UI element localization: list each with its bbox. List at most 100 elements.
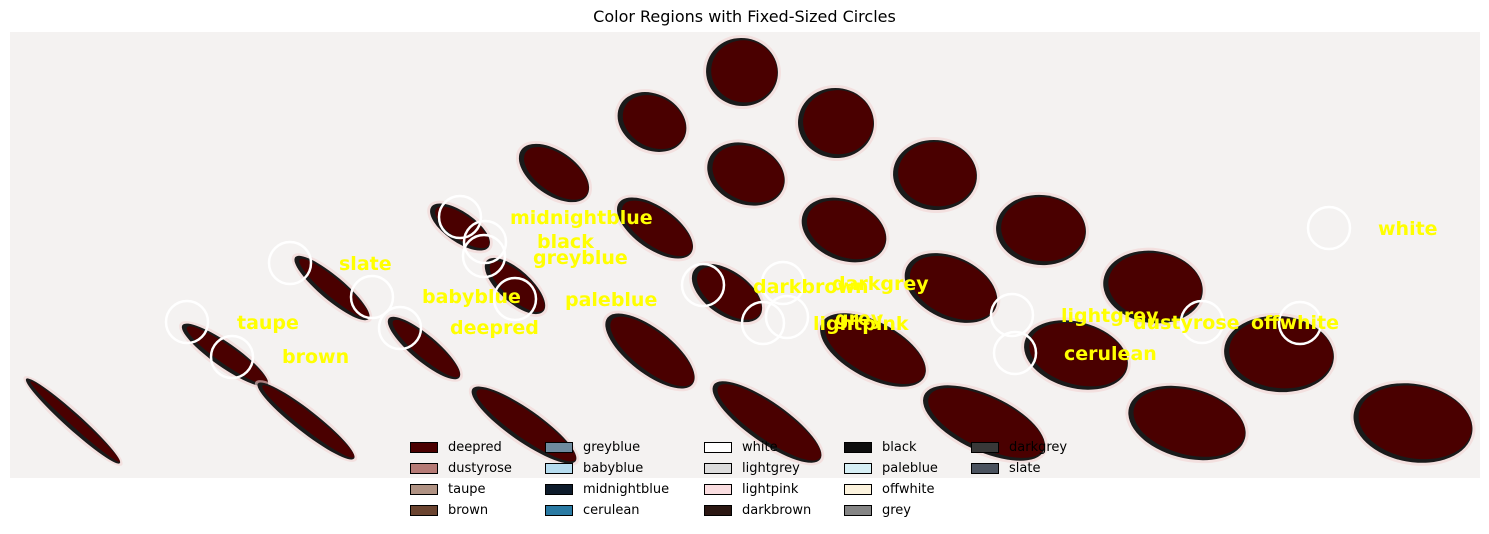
legend-swatch-paleblue bbox=[844, 462, 872, 474]
region-label-lightpink: lightpink bbox=[813, 313, 909, 335]
legend-item-offwhite: offwhite bbox=[844, 480, 971, 498]
legend-item-taupe: taupe bbox=[410, 480, 545, 498]
legend-label-lightgrey: lightgrey bbox=[742, 460, 800, 476]
blob-19 bbox=[1221, 312, 1337, 396]
chart-title: Color Regions with Fixed-Sized Circles bbox=[593, 7, 896, 26]
blob-5 bbox=[515, 140, 593, 206]
legend-label-greyblue: greyblue bbox=[583, 439, 641, 455]
legend-item-lightpink: lightpink bbox=[704, 480, 844, 498]
legend-swatch-black bbox=[844, 441, 872, 453]
region-circle-dustyrose bbox=[1179, 299, 1225, 345]
legend-swatch-midnightblue bbox=[545, 483, 573, 495]
legend-swatch-greyblue bbox=[545, 441, 573, 453]
blob-23 bbox=[920, 382, 1048, 464]
legend-swatch-grey bbox=[844, 504, 872, 516]
legend-label-babyblue: babyblue bbox=[583, 460, 644, 476]
legend-swatch-brown bbox=[410, 504, 438, 516]
legend-item-white: white bbox=[704, 438, 844, 456]
legend-item-paleblue: paleblue bbox=[844, 459, 971, 477]
legend-item-dustyrose: dustyrose bbox=[410, 459, 545, 477]
blob-group bbox=[23, 34, 1476, 466]
region-label-greyblue: greyblue bbox=[533, 247, 628, 269]
legend-label-white: white bbox=[742, 439, 778, 455]
region-circle-darkbrown bbox=[680, 262, 726, 308]
legend-swatch-slate bbox=[971, 462, 999, 474]
blob-7 bbox=[798, 194, 890, 266]
legend-item-deepred: deepred bbox=[410, 438, 545, 456]
legend-label-slate: slate bbox=[1009, 460, 1041, 476]
region-circle-midnightblue bbox=[437, 194, 483, 240]
legend-swatch-white bbox=[704, 441, 732, 453]
blob-12 bbox=[901, 250, 1001, 326]
region-label-dustyrose: dustyrose bbox=[1133, 312, 1240, 334]
region-circle-lightpink bbox=[740, 300, 786, 346]
blob-3 bbox=[795, 84, 877, 162]
legend-swatch-cerulean bbox=[545, 504, 573, 516]
region-label-slate: slate bbox=[339, 253, 392, 275]
legend: deepred dustyrose taupe brown greyblue babybl… bbox=[410, 438, 1081, 519]
region-circle-grey bbox=[764, 294, 810, 340]
region-circle-offwhite bbox=[1277, 300, 1323, 346]
region-label-darkgrey: darkgrey bbox=[832, 273, 929, 295]
legend-swatch-babyblue bbox=[545, 462, 573, 474]
region-label-lightgrey: lightgrey bbox=[1061, 305, 1159, 327]
legend-item-midnightblue: midnightblue bbox=[545, 480, 704, 498]
region-circle-paleblue bbox=[492, 276, 538, 322]
blob-1 bbox=[614, 89, 690, 155]
region-circle-babyblue bbox=[349, 274, 395, 320]
legend-swatch-taupe bbox=[410, 483, 438, 495]
region-label-brown: brown bbox=[282, 346, 349, 368]
blob-18 bbox=[1021, 317, 1131, 393]
blob-4 bbox=[890, 136, 980, 214]
legend-item-darkgrey: darkgrey bbox=[971, 438, 1081, 456]
region-label-taupe: taupe bbox=[237, 312, 299, 334]
legend-swatch-lightpink bbox=[704, 483, 732, 495]
blob-17 bbox=[817, 310, 929, 390]
region-circle-slate bbox=[267, 240, 313, 286]
region-label-cerulean: cerulean bbox=[1064, 343, 1157, 365]
legend-swatch-offwhite bbox=[844, 483, 872, 495]
legend-label-black: black bbox=[882, 439, 917, 455]
region-circle-white bbox=[1306, 205, 1352, 251]
legend-swatch-darkgrey bbox=[971, 441, 999, 453]
region-circle-taupe bbox=[164, 299, 210, 345]
region-label-black: black bbox=[537, 231, 594, 253]
blob-16 bbox=[602, 310, 698, 392]
blob-27 bbox=[23, 376, 123, 466]
legend-item-grey: grey bbox=[844, 501, 971, 519]
region-circle-greyblue bbox=[461, 233, 507, 279]
blob-6 bbox=[614, 194, 696, 262]
legend-label-deepred: deepred bbox=[448, 439, 502, 455]
region-circle-lightgrey bbox=[989, 292, 1035, 338]
legend-label-cerulean: cerulean bbox=[583, 502, 640, 518]
blob-26 bbox=[254, 380, 358, 462]
blob-0 bbox=[703, 34, 781, 110]
legend-label-darkgrey: darkgrey bbox=[1009, 439, 1068, 455]
legend-item-brown: brown bbox=[410, 501, 545, 519]
legend-item-greyblue: greyblue bbox=[545, 438, 704, 456]
legend-item-black: black bbox=[844, 438, 971, 456]
blob-24 bbox=[1125, 382, 1249, 464]
region-label-white: white bbox=[1378, 218, 1438, 240]
blob-15 bbox=[385, 314, 463, 382]
region-label-darkbrown: darkbrown bbox=[753, 276, 869, 298]
legend-swatch-dustyrose bbox=[410, 462, 438, 474]
blob-25 bbox=[1350, 380, 1476, 466]
region-circle-cerulean bbox=[992, 330, 1038, 376]
legend-item-cerulean: cerulean bbox=[545, 501, 704, 519]
legend-label-paleblue: paleblue bbox=[882, 460, 938, 476]
legend-label-taupe: taupe bbox=[448, 481, 486, 497]
legend-label-dustyrose: dustyrose bbox=[448, 460, 512, 476]
region-label-deepred: deepred bbox=[450, 317, 539, 339]
region-circle-darkgrey bbox=[760, 260, 806, 306]
legend-swatch-darkbrown bbox=[704, 504, 732, 516]
blob-8 bbox=[993, 191, 1089, 269]
region-label-grey: grey bbox=[835, 308, 884, 330]
legend-label-grey: grey bbox=[882, 502, 912, 518]
legend-item-darkbrown: darkbrown bbox=[704, 501, 844, 519]
legend-label-darkbrown: darkbrown bbox=[742, 502, 812, 518]
blob-22 bbox=[709, 378, 825, 466]
legend-item-babyblue: babyblue bbox=[545, 459, 704, 477]
